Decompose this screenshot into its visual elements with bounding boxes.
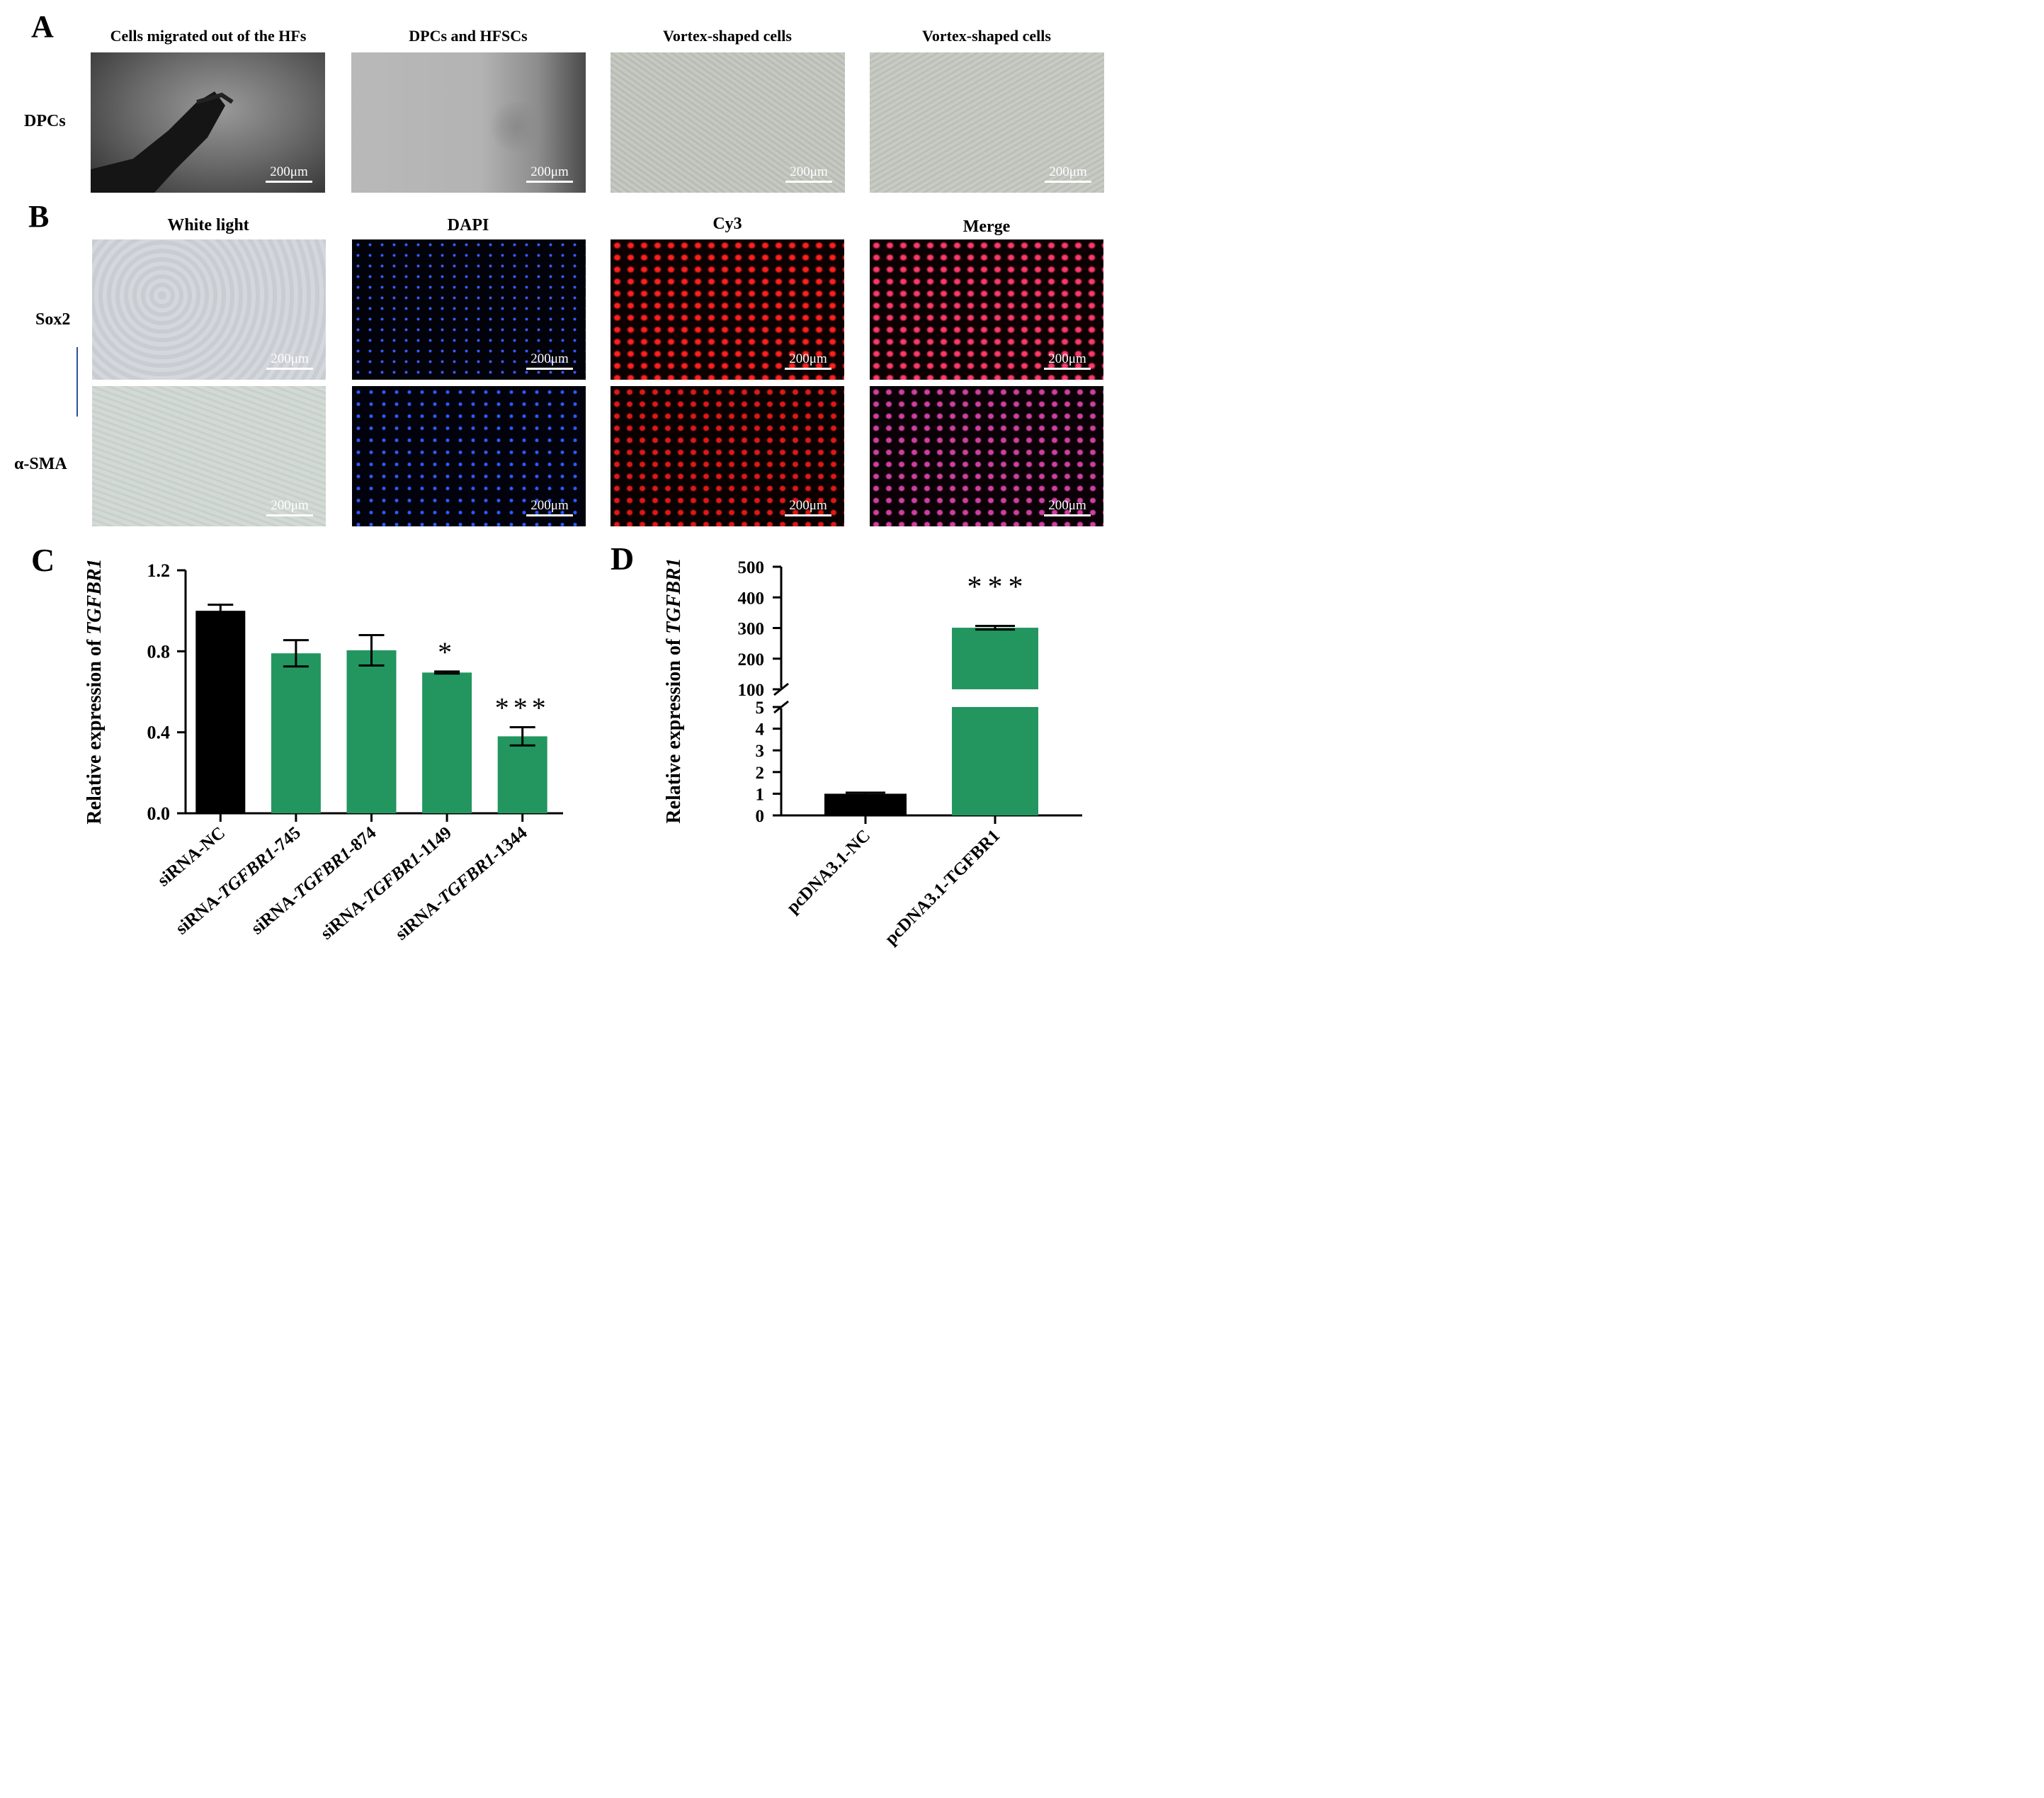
x-tick-label: pcDNA3.1-TGFBR1 xyxy=(881,826,1004,949)
micrograph-sox2-white-light: 200μm xyxy=(92,239,326,380)
panel-b-column-title: Cy3 xyxy=(712,215,742,233)
significance-marker: *** xyxy=(967,571,1029,604)
panel-b-column-title: Merge xyxy=(963,217,1011,236)
bar xyxy=(824,793,907,815)
x-tick-label: siRNA-NC xyxy=(154,823,229,890)
y-tick-label: 500 xyxy=(738,558,765,577)
x-tick-label: siRNA-TGFBR1-1149 xyxy=(317,823,455,944)
y-tick-label: 4 xyxy=(756,720,765,740)
scale-bar: 200μm xyxy=(785,165,832,183)
bar xyxy=(497,736,547,813)
x-tick-label: siRNA-TGFBR1-874 xyxy=(248,823,380,939)
micrograph-asma-white-light: 200μm xyxy=(92,386,326,526)
panel-a-column-title: Cells migrated out of the HFs xyxy=(110,27,307,45)
scale-bar: 200μm xyxy=(1044,352,1091,370)
scale-bar: 200μm xyxy=(266,165,312,183)
panel-b-column-title: White light xyxy=(167,216,249,234)
y-tick-label: 0.0 xyxy=(147,803,171,824)
scale-bar: 200μm xyxy=(526,499,573,516)
x-tick-label: siRNA-TGFBR1-745 xyxy=(172,823,305,939)
y-tick-label: 300 xyxy=(738,620,765,639)
row-divider-line xyxy=(76,347,78,417)
panel-a-column-title: Vortex-shaped cells xyxy=(922,27,1051,45)
scale-bar: 200μm xyxy=(1044,499,1091,516)
significance-marker: *** xyxy=(495,692,550,724)
bar xyxy=(422,672,472,813)
panel-d-letter: D xyxy=(611,541,634,577)
micrograph-hf-migration: 200μm xyxy=(91,52,325,193)
scale-bar: 200μm xyxy=(785,352,831,370)
y-tick-label: 200 xyxy=(738,650,765,669)
y-tick-label: 100 xyxy=(738,681,765,700)
scale-bar: 200μm xyxy=(266,352,313,370)
micrograph-asma-dapi: 200μm xyxy=(352,386,586,526)
micrograph-vortex-cells-2: 200μm xyxy=(870,52,1104,193)
y-tick-label: 0.8 xyxy=(147,641,171,662)
bar xyxy=(195,611,246,813)
bar xyxy=(952,628,1038,689)
y-tick-label: 400 xyxy=(738,589,765,608)
y-tick-label: 1 xyxy=(756,785,765,804)
bar xyxy=(271,653,321,813)
panel-a-column-title: Vortex-shaped cells xyxy=(663,27,792,45)
panel-a-letter: A xyxy=(31,9,54,44)
panel-b-column-title: DAPI xyxy=(447,216,489,234)
panel-b-row-label: Sox2 xyxy=(35,310,71,329)
scale-bar: 200μm xyxy=(1045,165,1091,183)
scale-bar: 200μm xyxy=(526,352,573,370)
micrograph-asma-merge: 200μm xyxy=(870,386,1103,526)
panel-a-row-label: DPCs xyxy=(24,112,66,130)
y-tick-label: 5 xyxy=(756,699,765,718)
micrograph-sox2-cy3: 200μm xyxy=(611,239,844,380)
significance-marker: * xyxy=(438,636,456,668)
micrograph-dpcs-hfscs: 200μm xyxy=(351,52,586,193)
micrograph-sox2-dapi: 200μm xyxy=(352,239,586,380)
x-tick-label: siRNA-TGFBR1-1344 xyxy=(392,823,530,944)
panel-b-row-label: α-SMA xyxy=(14,455,67,473)
bar-lower-segment xyxy=(952,707,1038,815)
panel-c-letter: C xyxy=(31,542,55,578)
y-tick-label: 3 xyxy=(756,742,765,761)
bar xyxy=(346,650,397,813)
y-axis-label: Relative expression of TGFBR1 xyxy=(84,558,106,824)
y-tick-label: 0 xyxy=(756,807,765,826)
x-tick-label: pcDNA3.1-NC xyxy=(783,826,875,917)
chart-d: D Relative expression of TGFBR1 100 200 300 4… xyxy=(611,541,1082,949)
panel-b-letter: B xyxy=(28,199,50,234)
y-axis-label: Relative expression of TGFBR1 xyxy=(663,558,685,823)
scale-bar: 200μm xyxy=(526,165,573,183)
micrograph-vortex-cells-1: 200μm xyxy=(611,52,845,193)
micrograph-asma-cy3: 200μm xyxy=(611,386,844,526)
scale-bar: 200μm xyxy=(785,499,831,516)
micrograph-sox2-merge: 200μm xyxy=(870,239,1103,380)
chart-c: C Relative expression of TGFBR1 0.0 0.4 0.8 1… xyxy=(31,542,563,944)
y-tick-label: 2 xyxy=(756,764,765,783)
y-tick-label: 0.4 xyxy=(147,723,171,743)
y-tick-label: 1.2 xyxy=(147,560,171,581)
scale-bar: 200μm xyxy=(266,499,313,516)
panel-a-column-title: DPCs and HFSCs xyxy=(409,27,528,45)
